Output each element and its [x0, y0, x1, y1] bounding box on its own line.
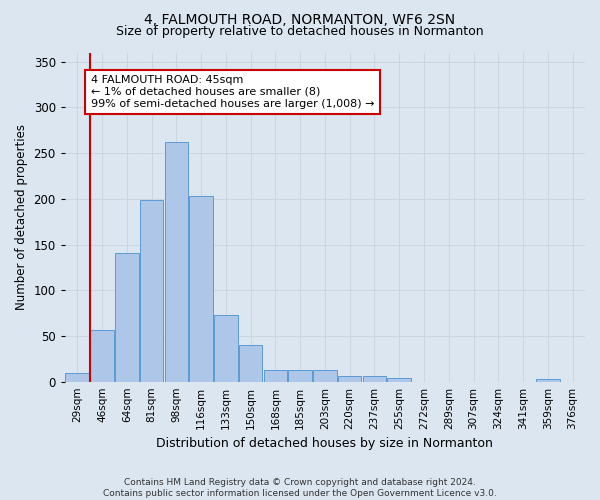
Bar [190, 196, 213, 382]
Bar [536, 379, 560, 382]
Bar [263, 370, 287, 382]
Bar [140, 200, 163, 382]
Bar [338, 376, 361, 382]
Bar [115, 253, 139, 382]
Bar [65, 372, 89, 382]
Text: 4 FALMOUTH ROAD: 45sqm
← 1% of detached houses are smaller (8)
99% of semi-detac: 4 FALMOUTH ROAD: 45sqm ← 1% of detached … [91, 76, 374, 108]
Bar [362, 376, 386, 382]
Text: Size of property relative to detached houses in Normanton: Size of property relative to detached ho… [116, 25, 484, 38]
Text: Contains HM Land Registry data © Crown copyright and database right 2024.
Contai: Contains HM Land Registry data © Crown c… [103, 478, 497, 498]
Bar [239, 345, 262, 382]
Y-axis label: Number of detached properties: Number of detached properties [15, 124, 28, 310]
X-axis label: Distribution of detached houses by size in Normanton: Distribution of detached houses by size … [157, 437, 493, 450]
Text: 4, FALMOUTH ROAD, NORMANTON, WF6 2SN: 4, FALMOUTH ROAD, NORMANTON, WF6 2SN [145, 12, 455, 26]
Bar [90, 330, 114, 382]
Bar [164, 142, 188, 382]
Bar [214, 315, 238, 382]
Bar [289, 370, 312, 382]
Bar [313, 370, 337, 382]
Bar [388, 378, 411, 382]
